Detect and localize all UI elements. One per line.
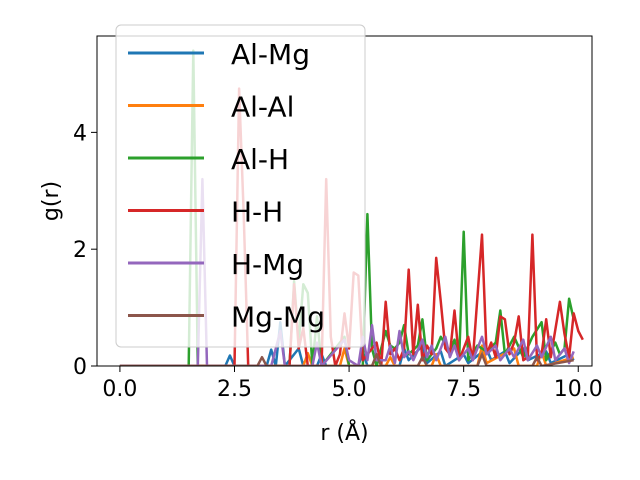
legend-label-al-h: Al-H: [231, 143, 289, 176]
y-axis-label: g(r): [39, 181, 64, 221]
y-tick-label: 0: [73, 355, 87, 380]
legend-label-h-h: H-H: [231, 196, 283, 229]
x-tick-label: 7.5: [446, 377, 481, 402]
x-tick-label: 2.5: [217, 377, 252, 402]
series-line-h-mg: [119, 177, 575, 366]
legend-box: [115, 24, 366, 348]
x-axis-label: r (Å): [320, 419, 368, 446]
ticks-layer: 0.0 2.5 5.0 7.5 10.0 0 2 4: [73, 121, 603, 402]
series-line-h-h: [119, 87, 584, 366]
x-tick-label: 5.0: [332, 377, 367, 402]
legend-label-mg-mg: Mg-Mg: [231, 301, 325, 334]
y-tick-label: 4: [73, 121, 87, 146]
x-tick-label: 10.0: [554, 377, 603, 402]
legend-label-al-mg: Al-Mg: [231, 38, 310, 71]
y-tick-label: 2: [73, 238, 87, 263]
legend: Al-Mg Al-Al Al-H H-H H-Mg Mg-Mg: [115, 24, 366, 348]
legend-label-al-al: Al-Al: [231, 91, 294, 124]
series-line-mg-mg: [119, 353, 574, 366]
x-tick-label: 0.0: [102, 377, 137, 402]
legend-label-h-mg: H-Mg: [231, 248, 304, 281]
series-line-al-al: [119, 344, 575, 366]
